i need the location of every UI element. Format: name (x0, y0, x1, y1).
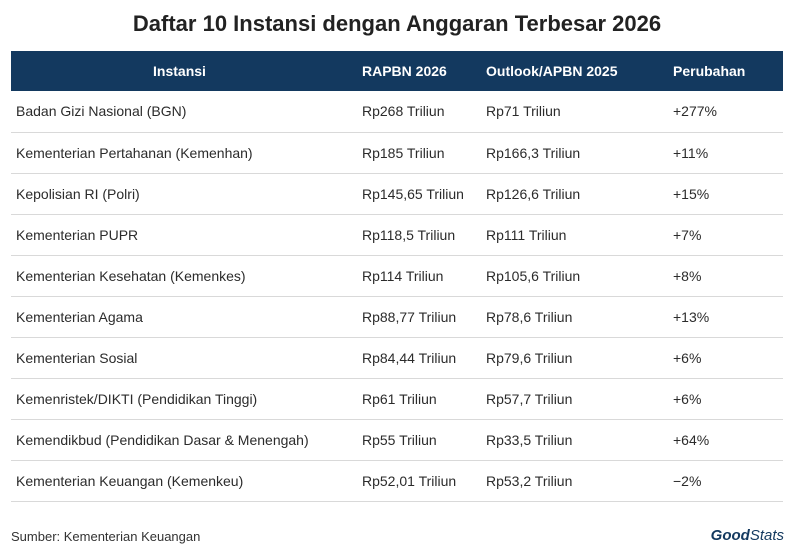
cell-rapbn-2026: Rp61 Triliun (362, 390, 437, 407)
page-title: Daftar 10 Instansi dengan Anggaran Terbe… (132, 11, 662, 36)
cell-rapbn-2026: Rp118,5 Triliun (362, 226, 456, 243)
cell-instansi: Kemenristek/DIKTI (Pendidikan Tinggi) (16, 390, 258, 407)
table-row: Kementerian Sosial Rp84,44 Triliun Rp79,6 … (11, 337, 783, 378)
table-row: Kementerian PUPR Rp118,5 Triliun Rp111 Tri… (11, 214, 783, 255)
logo-stats-text: Stats (749, 527, 784, 544)
cell-instansi: Kementerian Pertahanan (Kemenhan) (16, 144, 253, 161)
column-header-outlook-apbn-2025: Outlook/APBN 2025 (486, 63, 618, 79)
source-note: Sumber: Kementerian Keuangan (11, 529, 201, 544)
cell-instansi: Kementerian Kesehatan (Kemenkes) (16, 267, 246, 284)
budget-table: Instansi RAPBN 2026 Outlook/APBN 2025 Pe… (11, 51, 783, 502)
cell-perubahan: +64% (673, 431, 710, 448)
cell-rapbn-2026: Rp268 Triliun (362, 103, 445, 120)
table-row: Badan Gizi Nasional (BGN) Rp268 Triliun Rp… (11, 91, 783, 132)
cell-rapbn-2026: Rp55 Triliun (362, 431, 437, 448)
cell-rapbn-2026: Rp114 Triliun (362, 267, 444, 284)
table-row: Kementerian Pertahanan (Kemenhan) Rp185 T… (11, 132, 783, 173)
cell-perubahan: +7% (673, 226, 702, 243)
table-header-row: Instansi RAPBN 2026 Outlook/APBN 2025 Pe… (11, 51, 783, 91)
cell-perubahan: +15% (673, 185, 710, 202)
column-header-instansi: Instansi (153, 63, 206, 79)
logo-good-text: Good (710, 527, 750, 544)
cell-rapbn-2026: Rp88,77 Triliun (362, 308, 457, 325)
table-row: Kementerian Kesehatan (Kemenkes) Rp114 Tr… (11, 255, 783, 296)
cell-instansi: Kementerian Keuangan (Kemenkeu) (16, 472, 244, 489)
table-row: Kemendikbud (Pendidikan Dasar & Menengah… (11, 419, 783, 460)
cell-perubahan: +277% (673, 103, 717, 120)
cell-rapbn-2026: Rp185 Triliun (362, 144, 445, 161)
cell-perubahan: +11% (673, 144, 709, 161)
cell-rapbn-2026: Rp84,44 Triliun (362, 349, 457, 366)
cell-perubahan: +13% (673, 308, 710, 325)
cell-outlook-apbn-2025: Rp111 Triliun (486, 226, 567, 243)
cell-outlook-apbn-2025: Rp71 Triliun (486, 103, 561, 120)
cell-outlook-apbn-2025: Rp105,6 Triliun (486, 267, 581, 284)
cell-rapbn-2026: Rp52,01 Triliun (362, 472, 457, 489)
cell-outlook-apbn-2025: Rp166,3 Triliun (486, 144, 581, 161)
cell-instansi: Kementerian Sosial (16, 349, 138, 366)
cell-instansi: Kepolisian RI (Polri) (16, 185, 140, 202)
cell-outlook-apbn-2025: Rp79,6 Triliun (486, 349, 573, 366)
cell-outlook-apbn-2025: Rp57,7 Triliun (486, 390, 573, 407)
cell-instansi: Badan Gizi Nasional (BGN) (16, 103, 187, 120)
table-row: Kementerian Keuangan (Kemenkeu) Rp52,01 T… (11, 460, 783, 501)
column-header-rapbn-2026: RAPBN 2026 (362, 63, 447, 79)
column-header-perubahan: Perubahan (673, 63, 746, 79)
cell-perubahan: +6% (673, 349, 702, 366)
cell-perubahan: +6% (673, 390, 702, 407)
table-row: Kepolisian RI (Polri) Rp145,65 Triliun Rp1… (11, 173, 783, 214)
table-row: Kemenristek/DIKTI (Pendidikan Tinggi) Rp6… (11, 378, 783, 419)
cell-outlook-apbn-2025: Rp78,6 Triliun (486, 308, 573, 325)
cell-outlook-apbn-2025: Rp33,5 Triliun (486, 431, 573, 448)
table-row: Kementerian Agama Rp88,77 Triliun Rp78,6 T… (11, 296, 783, 337)
cell-perubahan: −2% (673, 472, 702, 489)
cell-instansi: Kementerian Agama (16, 308, 143, 325)
goodstats-logo: GoodStats (711, 527, 784, 544)
cell-outlook-apbn-2025: Rp126,6 Triliun (486, 185, 581, 202)
cell-outlook-apbn-2025: Rp53,2 Triliun (486, 472, 573, 489)
cell-perubahan: +8% (673, 267, 702, 284)
cell-instansi: Kemendikbud (Pendidikan Dasar & Menengah… (16, 431, 309, 448)
cell-rapbn-2026: Rp145,65 Triliun (362, 185, 464, 202)
cell-instansi: Kementerian PUPR (16, 226, 139, 243)
